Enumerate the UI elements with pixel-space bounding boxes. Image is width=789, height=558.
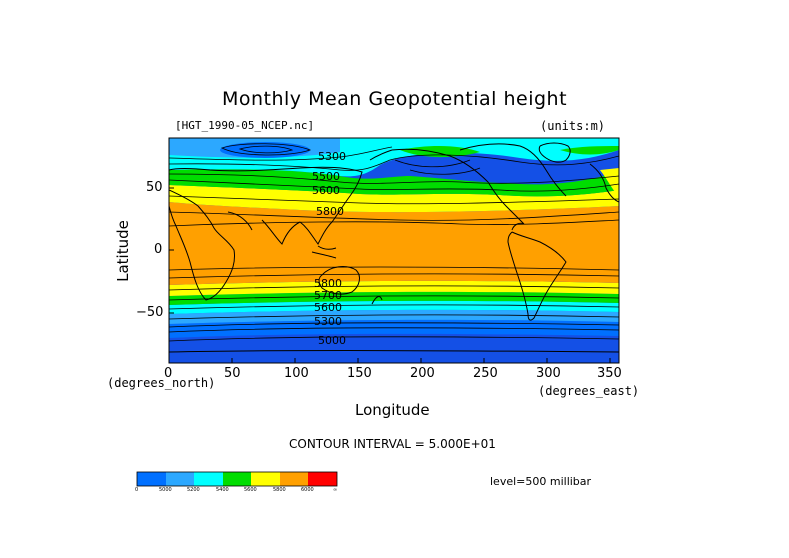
y-tick-label: −50 (136, 305, 164, 320)
colorbar-swatch (137, 472, 166, 486)
contour-label: 5600 (312, 184, 340, 197)
coast-maritime (311, 245, 337, 259)
coast-arabia (227, 211, 253, 231)
ridge-europe (600, 168, 619, 196)
colorbar-label: 6000 (301, 487, 314, 493)
x-tick-label: 100 (284, 366, 309, 381)
geopotential-field (169, 138, 619, 363)
colorbar-label: 5200 (187, 487, 200, 493)
x-tick-label: 350 (597, 366, 622, 381)
contour-label: 5000 (318, 334, 346, 347)
contour-label: 5500 (312, 170, 340, 183)
contour-label: 5600 (314, 301, 342, 314)
colorbar-label: 0 (135, 487, 139, 493)
contour-label: 5800 (316, 205, 344, 218)
colorbar-swatch (251, 472, 280, 486)
x-tick-label: 200 (410, 366, 435, 381)
band-yellow-south (169, 280, 619, 296)
map-title: Monthly Mean Geopotential height (221, 88, 568, 110)
colorbar-swatch (308, 472, 337, 486)
low-center-asia (220, 142, 310, 158)
ridge-pacific (400, 146, 480, 158)
coast-australia (318, 266, 360, 295)
colorbar-label: 5400 (216, 487, 229, 493)
band-yellow-north (169, 185, 619, 213)
contour-label: 5300 (314, 315, 342, 328)
coast-africa (169, 189, 235, 301)
ridge-atlantic (560, 146, 619, 155)
x-tick-label: 0 (164, 366, 173, 381)
band-cyan-south (169, 300, 619, 314)
colorbar-label: 5000 (159, 487, 172, 493)
file-label: [HGT_1990-05_NCEP.nc] (175, 119, 315, 132)
y-axis-title: Latitude (114, 220, 132, 282)
y-tick-label: 50 (146, 180, 163, 195)
colorbar-swatch (223, 472, 251, 486)
contour-label: 5300 (318, 150, 346, 163)
x-units-label: (degrees_east) (538, 384, 640, 398)
contour-label: 5800 (314, 277, 342, 290)
contour-interval-label: CONTOUR INTERVAL = 5.000E+01 (289, 437, 496, 451)
band-green-south (169, 291, 619, 305)
x-tick-label: 50 (224, 366, 241, 381)
coast-new-zealand (371, 296, 383, 305)
x-tick-label: 150 (347, 366, 372, 381)
coast-greenland (538, 142, 571, 163)
level-label: level=500 millibar (490, 475, 592, 488)
colorbar-swatch (194, 472, 223, 486)
x-tick-label: 300 (536, 366, 561, 381)
band-blue-south (169, 319, 619, 338)
y-units-label: (degrees_north) (107, 376, 216, 390)
coast-antarctica (169, 350, 619, 353)
coast-india (261, 219, 301, 245)
coast-north-america (391, 148, 525, 231)
colorbar-swatch (166, 472, 194, 486)
colorbar-label: ∞ (333, 487, 338, 493)
colorbar-swatch (280, 472, 308, 486)
x-axis-title: Longitude (355, 401, 430, 419)
coast-south-america (507, 231, 567, 321)
colorbar-label: 5800 (273, 487, 286, 493)
coast-kamchatka (369, 149, 393, 161)
tick-marks (168, 187, 611, 363)
units-label: (units:m) (540, 119, 606, 133)
colorbar-label: 5600 (244, 487, 257, 493)
coastlines (169, 142, 619, 353)
colorbar (136, 471, 338, 487)
coast-eurasia (169, 166, 363, 245)
coast-europe (589, 163, 619, 203)
y-tick-label: 0 (154, 242, 163, 257)
band-deep-blue (169, 333, 619, 363)
coast-canada (459, 143, 567, 197)
contour-label: 5700 (314, 289, 342, 302)
x-tick-label: 250 (473, 366, 498, 381)
contour-value-labels: 5300 5500 5600 5800 5800 5700 5600 5300 … (312, 150, 346, 347)
contour-lines (169, 143, 619, 342)
band-light-blue-south (169, 309, 619, 324)
